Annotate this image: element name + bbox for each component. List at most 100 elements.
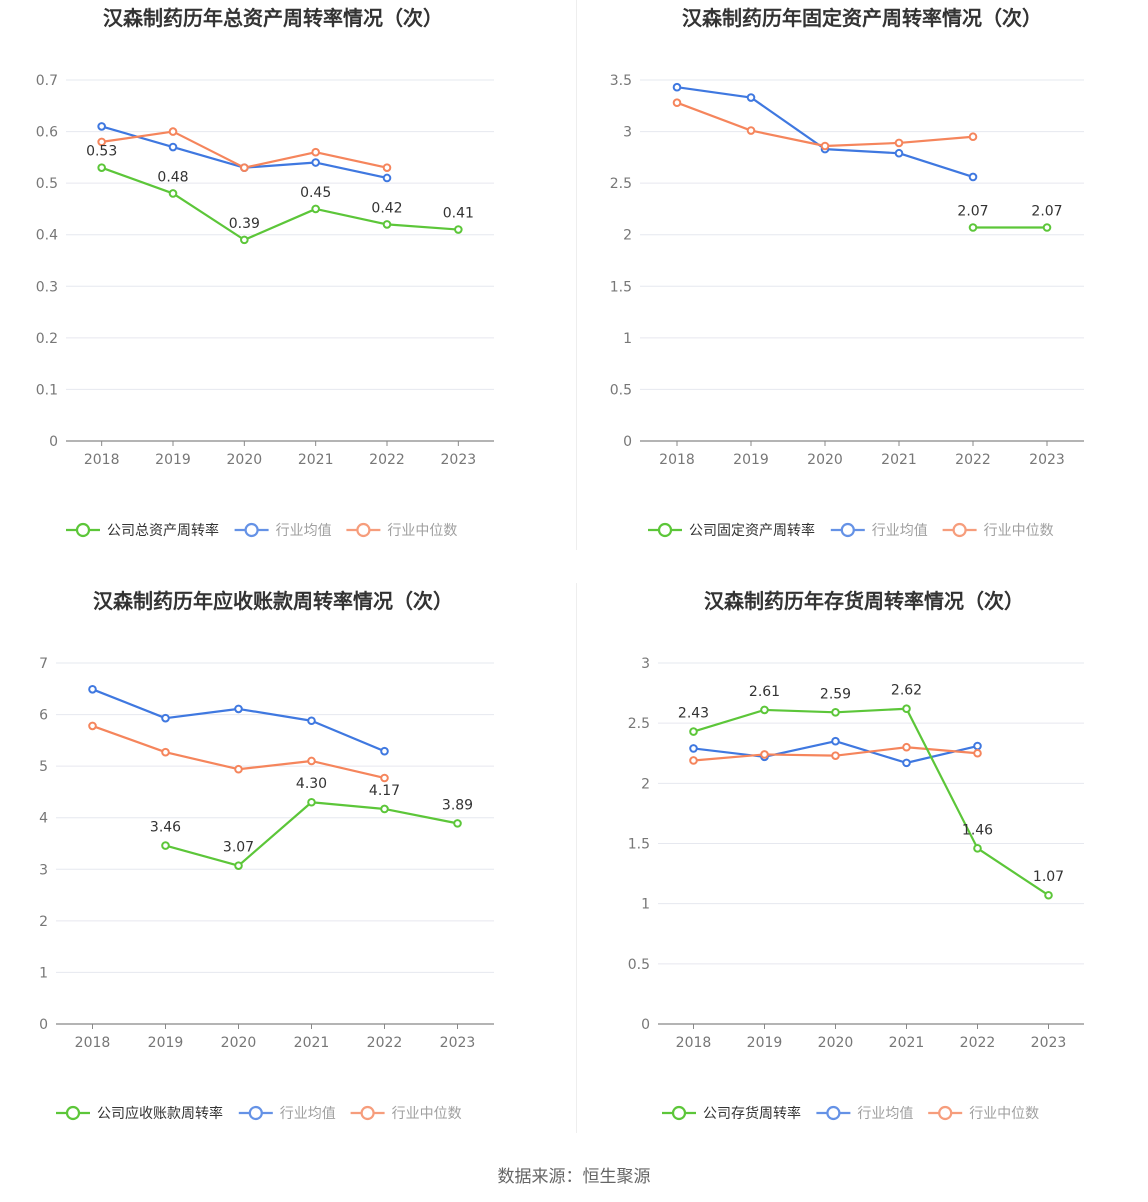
x-tick-label: 2019 (733, 452, 769, 468)
data-label: 3.89 (442, 797, 473, 813)
data-point-company (168, 189, 178, 198)
legend-marker (244, 522, 259, 538)
y-tick-label: 0.4 (36, 228, 58, 244)
legend-label: 公司存货周转率 (703, 1105, 801, 1122)
series-line-company (165, 801, 458, 867)
x-tick-label: 2022 (367, 1035, 403, 1051)
y-tick-label: 3 (641, 656, 650, 672)
legend-label: 行业均值 (276, 523, 332, 539)
data-point-company (1042, 223, 1052, 232)
data-point-company (1044, 890, 1053, 900)
data-point-median (307, 756, 316, 766)
x-tick-label: 2019 (148, 1035, 184, 1051)
x-tick-label: 2021 (889, 1035, 925, 1051)
data-label: 3.46 (150, 820, 181, 836)
y-tick-label: 5 (39, 759, 48, 775)
legend-item[interactable]: 公司应收账款周转率 (56, 1105, 223, 1122)
y-tick-label: 0.5 (36, 176, 58, 192)
data-point-company (831, 708, 840, 717)
legend-label: 行业均值 (857, 1106, 913, 1122)
data-point-average (689, 744, 698, 753)
data-point-average (831, 736, 840, 746)
y-tick-label: 7 (39, 656, 48, 672)
y-tick-label: 3.5 (610, 73, 632, 89)
data-point-company (97, 163, 106, 172)
chart-title: 汉森制药历年固定资产周转率情况（次） (682, 6, 1042, 30)
y-tick-label: 0.1 (36, 382, 58, 398)
y-tick-label: 2 (39, 914, 48, 930)
x-tick-label: 2023 (1029, 452, 1065, 468)
x-tick-label: 2019 (155, 452, 191, 468)
data-point-median (820, 141, 830, 151)
data-point-company (454, 225, 463, 234)
data-point-median (161, 747, 170, 757)
legend-item[interactable]: 行业均值 (830, 522, 928, 539)
data-point-company (234, 861, 243, 870)
legend-marker (671, 1105, 687, 1121)
legend-label: 公司应收账款周转率 (97, 1105, 223, 1122)
y-tick-label: 0 (623, 434, 632, 450)
data-point-average (894, 148, 904, 158)
data-point-average (88, 685, 97, 694)
data-point-median (97, 137, 106, 147)
data-point-company (968, 223, 978, 232)
data-label: 2.07 (957, 203, 988, 219)
data-label: 3.07 (223, 840, 254, 856)
x-tick-label: 2018 (75, 1035, 111, 1051)
data-point-company (689, 727, 698, 736)
y-tick-label: 0.3 (36, 279, 58, 295)
y-tick-label: 0 (641, 1017, 650, 1033)
data-point-median (968, 132, 978, 142)
data-point-median (240, 163, 249, 172)
legend-item[interactable]: 行业中位数 (346, 522, 457, 539)
legend-item[interactable]: 行业中位数 (942, 522, 1054, 539)
y-tick-label: 3 (39, 862, 48, 878)
y-tick-label: 6 (39, 708, 48, 724)
chart-svg: 汉森制药历年存货周转率情况（次） 0 0.5 1 1.5 2 2.5 3 2018 2019 202… (628, 589, 1084, 1122)
y-tick-label: 2.5 (610, 176, 632, 192)
data-point-median (380, 773, 389, 783)
data-point-median (689, 756, 698, 765)
chart-title: 汉森制药历年总资产周转率情况（次） (103, 6, 443, 30)
data-label: 1.07 (1033, 869, 1064, 885)
data-point-average (380, 746, 389, 756)
data-point-company (973, 844, 982, 853)
legend-item[interactable]: 公司存货周转率 (662, 1105, 801, 1122)
series-line-median (101, 130, 388, 169)
data-point-average (168, 142, 178, 152)
data-point-average (968, 172, 978, 182)
data-point-average (311, 158, 320, 167)
data-point-average (672, 82, 682, 92)
data-point-median (382, 163, 392, 172)
legend-item[interactable]: 行业均值 (238, 1105, 336, 1122)
data-label: 2.43 (678, 706, 709, 722)
y-tick-label: 1 (623, 331, 632, 347)
legend-item[interactable]: 行业中位数 (350, 1105, 462, 1122)
x-tick-label: 2021 (294, 1035, 330, 1051)
data-label: 0.41 (443, 206, 474, 222)
series-line-average (676, 86, 974, 179)
legend-item[interactable]: 行业中位数 (928, 1105, 1039, 1122)
data-label: 4.30 (296, 776, 327, 792)
data-point-company (311, 204, 320, 214)
data-point-median (973, 748, 982, 758)
x-tick-label: 2022 (960, 1035, 996, 1051)
legend-item[interactable]: 行业均值 (234, 522, 332, 539)
y-tick-label: 0.2 (36, 331, 58, 347)
x-tick-label: 2023 (441, 452, 477, 468)
data-point-average (973, 741, 982, 751)
data-point-average (234, 704, 243, 714)
x-tick-label: 2021 (298, 452, 334, 468)
x-tick-label: 2022 (955, 452, 991, 468)
legend-item[interactable]: 公司总资产周转率 (66, 522, 219, 539)
x-tick-label: 2020 (227, 452, 263, 468)
legend-item[interactable]: 行业均值 (816, 1105, 913, 1122)
legend-marker (938, 1105, 953, 1121)
legend-item[interactable]: 公司固定资产周转率 (648, 522, 815, 539)
series-line-company (693, 707, 1050, 897)
data-label: 1.46 (962, 822, 993, 838)
data-point-median (88, 721, 97, 731)
y-tick-label: 3 (623, 125, 632, 141)
legend-marker (75, 522, 91, 538)
data-label: 4.17 (369, 783, 400, 799)
